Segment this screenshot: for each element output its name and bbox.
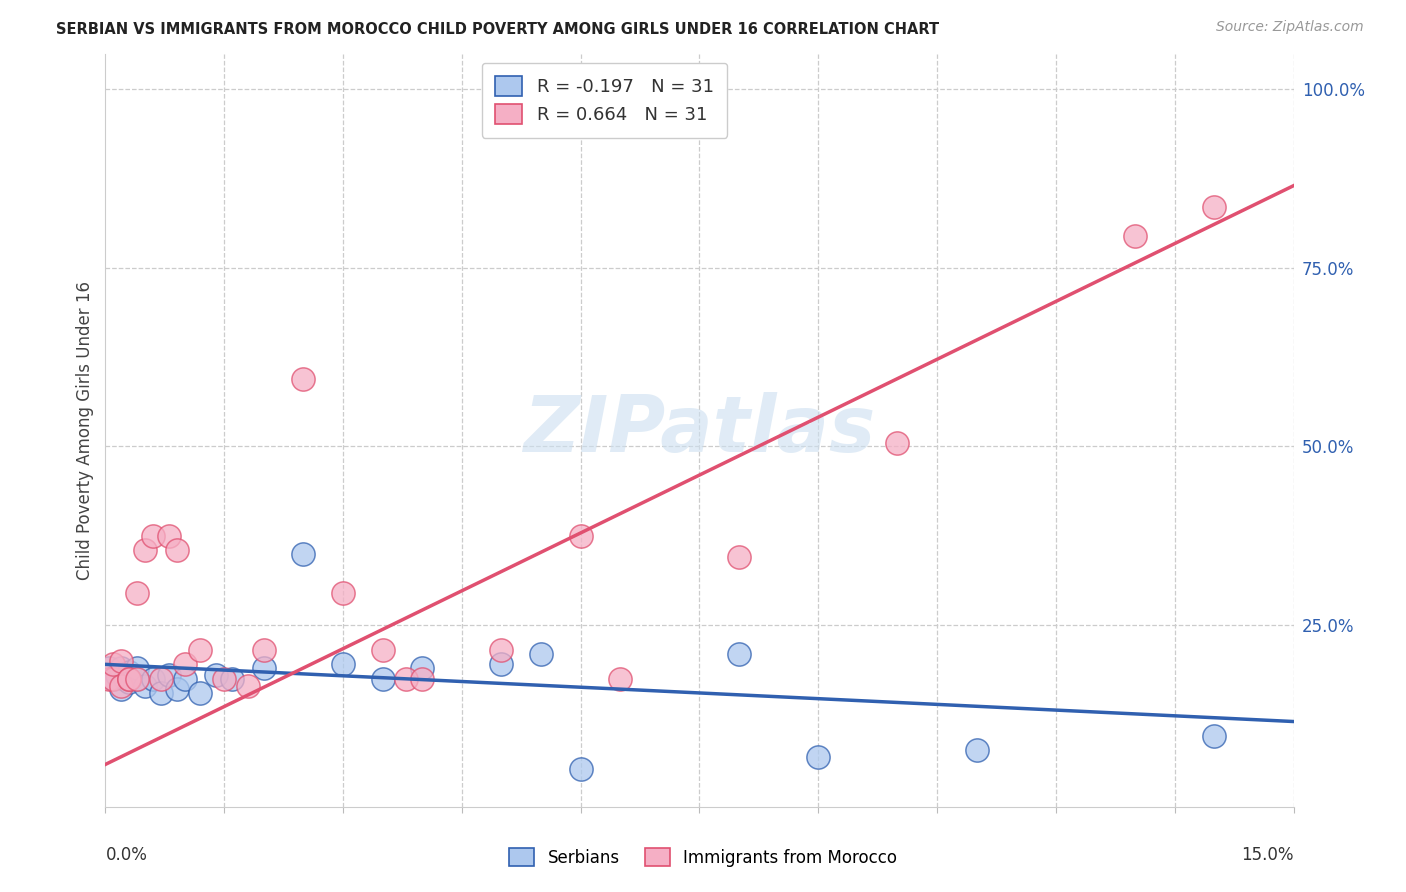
Point [166,682,188,697]
Point [118,665,141,679]
Point [253,661,276,675]
Point [807,750,830,764]
Point [491,657,513,672]
Text: SERBIAN VS IMMIGRANTS FROM MOROCCO CHILD POVERTY AMONG GIRLS UNDER 16 CORRELATIO: SERBIAN VS IMMIGRANTS FROM MOROCCO CHILD… [56,22,939,37]
Point [127,661,149,675]
Point [110,679,132,693]
Point [214,672,236,686]
Point [728,647,751,661]
Point [98,672,121,686]
Point [157,668,180,682]
Text: 15.0%: 15.0% [1241,846,1294,863]
Point [332,657,354,672]
Point [110,661,132,675]
Point [292,371,315,385]
Point [395,672,418,686]
Point [103,657,125,672]
Point [166,543,188,558]
Point [1204,200,1226,214]
Point [114,672,136,686]
Point [292,547,315,561]
Point [118,672,141,686]
Point [728,550,751,565]
Point [118,675,141,690]
Point [103,672,125,686]
Point [190,686,212,700]
Point [190,643,212,657]
Point [371,672,394,686]
Point [886,436,908,450]
Point [127,672,149,686]
Point [1123,228,1146,243]
Point [221,672,243,686]
Point [411,661,433,675]
Point [569,763,592,777]
Y-axis label: Child Poverty Among Girls Under 16: Child Poverty Among Girls Under 16 [76,281,94,580]
Point [134,679,156,693]
Point [173,672,195,686]
Point [609,672,631,686]
Point [103,672,125,686]
Point [491,643,513,657]
Point [142,529,165,543]
Point [149,686,172,700]
Point [569,529,592,543]
Point [98,661,121,675]
Point [411,672,433,686]
Point [142,672,165,686]
Point [110,654,132,668]
Point [236,679,259,693]
Point [127,672,149,686]
Point [105,668,128,682]
Point [149,672,172,686]
Legend: Serbians, Immigrants from Morocco: Serbians, Immigrants from Morocco [496,836,910,880]
Point [173,657,195,672]
Point [134,543,156,558]
Point [118,672,141,686]
Point [127,586,149,600]
Point [530,647,553,661]
Point [253,643,276,657]
Point [157,529,180,543]
Point [332,586,354,600]
Legend: R = -0.197   N = 31, R = 0.664   N = 31: R = -0.197 N = 31, R = 0.664 N = 31 [482,62,727,137]
Point [1204,729,1226,743]
Point [371,643,394,657]
Text: ZIPatlas: ZIPatlas [523,392,876,468]
Text: Source: ZipAtlas.com: Source: ZipAtlas.com [1216,20,1364,34]
Point [110,682,132,697]
Point [966,743,988,757]
Text: 0.0%: 0.0% [105,846,148,863]
Point [205,668,228,682]
